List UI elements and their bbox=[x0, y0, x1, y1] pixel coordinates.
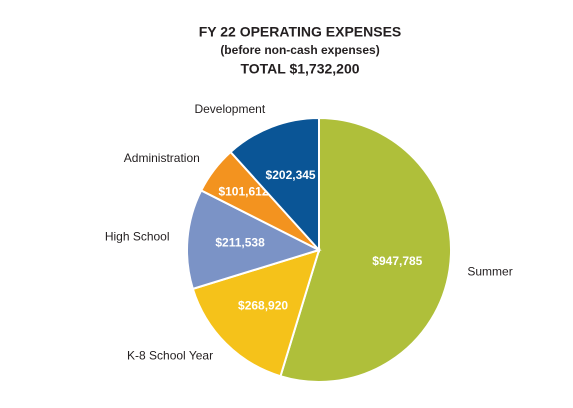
category-label: Summer bbox=[467, 264, 512, 278]
category-label: Development bbox=[194, 102, 265, 116]
pie-slice bbox=[229, 116, 320, 253]
pie-slice bbox=[279, 116, 452, 383]
category-label: High School bbox=[105, 229, 170, 243]
pie-slice bbox=[186, 189, 322, 291]
chart-subtitle: (before non-cash expenses) bbox=[220, 43, 379, 57]
value-label: $211,538 bbox=[215, 235, 265, 249]
value-label: $101,612 bbox=[218, 184, 268, 198]
pie-slice bbox=[191, 248, 321, 378]
chart-total: TOTAL $1,732,200 bbox=[240, 61, 359, 77]
value-label: $202,345 bbox=[266, 168, 316, 182]
value-label: $268,920 bbox=[238, 298, 288, 312]
category-label: K-8 School Year bbox=[127, 348, 213, 362]
category-label: Administration bbox=[124, 151, 200, 165]
chart-title: FY 22 OPERATING EXPENSES bbox=[199, 24, 402, 40]
value-label: $947,785 bbox=[372, 254, 422, 268]
